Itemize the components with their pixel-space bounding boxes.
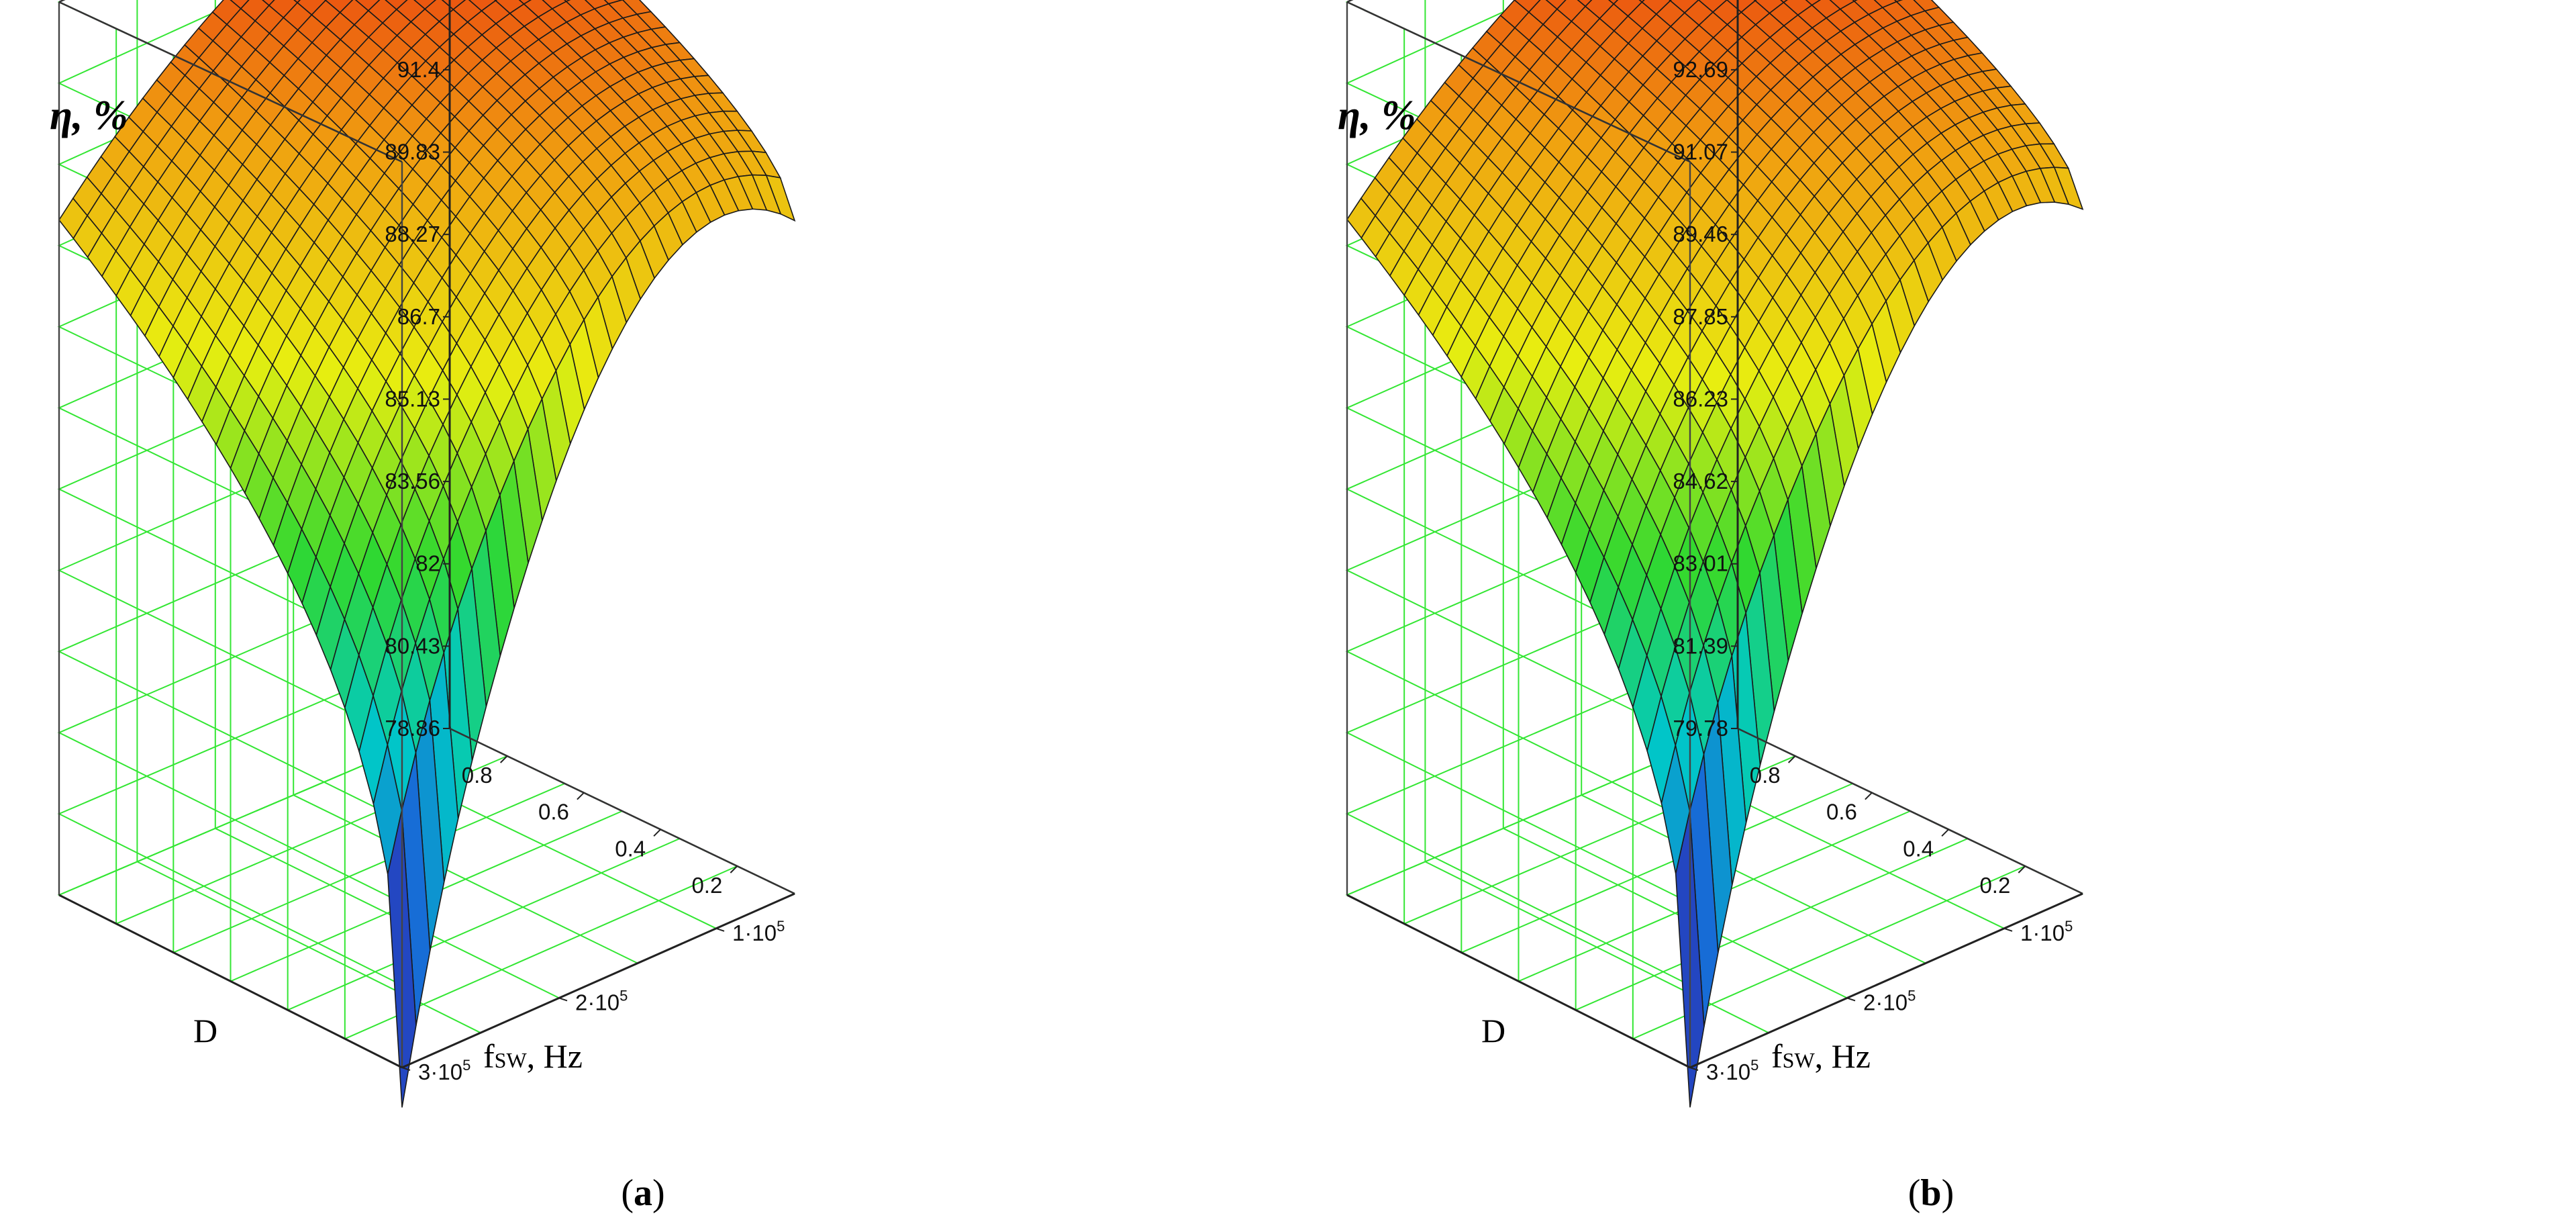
y-tick-mark <box>558 997 568 1002</box>
y-tick-mark <box>1846 997 1856 1002</box>
x-tick-mark <box>1865 792 1873 800</box>
z-tick-label: 91.4 <box>397 57 440 82</box>
y-axis-label-a: fSW, Hz <box>483 1037 583 1075</box>
z-tick-label: 84.62 <box>1673 469 1728 493</box>
z-tick-label: 85.13 <box>385 386 440 411</box>
z-tick-label: 78.86 <box>385 716 440 741</box>
y-axis-label-sub-b: SW <box>1783 1048 1816 1072</box>
y-axis-label-sub-a: SW <box>495 1048 528 1072</box>
y-tick-exponent: 5 <box>1750 1057 1758 1074</box>
x-tick-label: 0.4 <box>1903 836 1934 861</box>
grid-line <box>136 861 481 1034</box>
z-tick-label: 89.46 <box>1673 222 1728 246</box>
y-tick-mark <box>2003 927 2013 932</box>
z-axis-label-b: η, % <box>1338 93 1416 138</box>
x-tick-label: 0.2 <box>1979 873 2010 898</box>
caption-a: (a) <box>621 1172 664 1214</box>
y-tick-label: 3·105 <box>1706 1057 1758 1084</box>
grid-line <box>1424 861 1769 1034</box>
surface-chart-b: 79.78 81.39 83.01 84.62 86.23 87.85 89.46 91.07… <box>1338 0 2084 1214</box>
y-tick-exponent: 5 <box>777 918 785 935</box>
y-axis-label-unit-b: , Hz <box>1815 1037 1871 1075</box>
x-tick-mark <box>577 792 585 800</box>
surface-chart-a: 78.86 80.43 82 83.56 85.13 86.7 88.27 89.83 91.4… <box>50 0 796 1214</box>
z-tick-label: 87.85 <box>1673 304 1728 329</box>
caption-letter-b: b <box>1920 1172 1941 1214</box>
x-tick-label: 0.2 <box>691 873 722 898</box>
z-tick-label: 81.39 <box>1673 633 1728 658</box>
x-tick-label: 0.6 <box>538 800 569 824</box>
x-ticks-b: 0.8 0.6 0.4 0.2 <box>1750 755 2026 898</box>
y-axis-label-f-b: f <box>1771 1037 1783 1075</box>
z-tick-label: 88.27 <box>385 222 440 246</box>
grid-line <box>1503 827 1848 999</box>
caption-letter-a: a <box>634 1172 652 1214</box>
x-tick-mark <box>730 865 738 874</box>
x-tick-mark <box>2018 865 2026 874</box>
x-tick-mark <box>653 829 661 837</box>
z-ticks-a: 78.86 80.43 82 83.56 85.13 86.7 88.27 89.83 91.4… <box>385 57 450 741</box>
x-tick-mark <box>499 755 508 763</box>
x-axis-line <box>1346 894 1691 1069</box>
caption-b: (b) <box>1908 1172 1954 1214</box>
y-tick-mark <box>1689 1067 1699 1071</box>
y-ticks-b: 1·105 2·105 3·105 <box>1689 918 2073 1084</box>
grid-line <box>293 794 638 964</box>
z-tick-label: 83.01 <box>1673 551 1728 576</box>
y-tick-label: 2·105 <box>575 987 628 1015</box>
x-axis-label-b: D <box>1481 1012 1505 1049</box>
y-tick-mark <box>715 927 725 932</box>
z-tick-label: 92.69 <box>1673 57 1728 82</box>
grid-line <box>172 783 565 953</box>
grid-line <box>1460 783 1853 953</box>
y-tick-exponent: 5 <box>2065 918 2073 935</box>
z-ticks-b: 79.78 81.39 83.01 84.62 86.23 87.85 89.46 91.07… <box>1673 57 1738 741</box>
y-ticks-a: 1·105 2·105 3·105 <box>401 918 785 1084</box>
grid-line <box>215 827 560 999</box>
y-axis-label-b: fSW, Hz <box>1771 1037 1871 1075</box>
y-tick-mark <box>401 1067 411 1071</box>
y-axis-label-f-a: f <box>483 1037 495 1075</box>
x-axis-line <box>58 894 403 1069</box>
surface-b <box>1346 0 2084 1108</box>
z-tick-label: 82 <box>415 551 440 576</box>
grid-line <box>1575 838 1969 1011</box>
frame-b <box>1346 0 2083 1069</box>
z-tick-label: 79.78 <box>1673 716 1728 741</box>
z-tick-label: 80.43 <box>385 633 440 658</box>
z-tick-label: 86.23 <box>1673 386 1728 411</box>
z-tick-label: 83.56 <box>385 469 440 493</box>
y-tick-exponent: 5 <box>462 1057 470 1074</box>
x-tick-label: 0.4 <box>615 836 646 861</box>
y-axis-label-unit-a: , Hz <box>527 1037 583 1075</box>
y-tick-label: 1·105 <box>732 918 785 945</box>
grid-line <box>287 838 681 1011</box>
surface-a <box>58 0 796 1108</box>
frame-edge <box>1346 1 1691 163</box>
frame-edge <box>58 1 403 163</box>
surface-patch <box>1607 0 1619 5</box>
x-tick-mark <box>1787 755 1796 763</box>
y-tick-exponent: 5 <box>1908 987 1916 1004</box>
y-tick-label: 1·105 <box>2020 918 2073 945</box>
x-tick-label: 0.6 <box>1826 800 1857 824</box>
y-tick-exponent: 5 <box>620 987 628 1004</box>
grid-line <box>1581 794 1926 964</box>
x-tick-mark <box>1941 829 1949 837</box>
x-ticks-a: 0.8 0.6 0.4 0.2 <box>462 755 738 898</box>
y-axis-line <box>401 892 795 1069</box>
z-axis-label-a: η, % <box>50 93 128 138</box>
x-tick-label: 0.8 <box>1750 763 1781 788</box>
z-tick-label: 89.83 <box>385 140 440 164</box>
y-tick-label: 2·105 <box>1863 987 1916 1015</box>
surface-patch <box>518 0 532 5</box>
z-tick-label: 86.7 <box>397 304 440 329</box>
z-tick-label: 91.07 <box>1673 140 1728 164</box>
x-axis-label-a: D <box>193 1012 217 1049</box>
y-tick-label: 3·105 <box>418 1057 470 1084</box>
x-tick-label: 0.8 <box>462 763 493 788</box>
y-axis-line <box>1689 892 2083 1069</box>
